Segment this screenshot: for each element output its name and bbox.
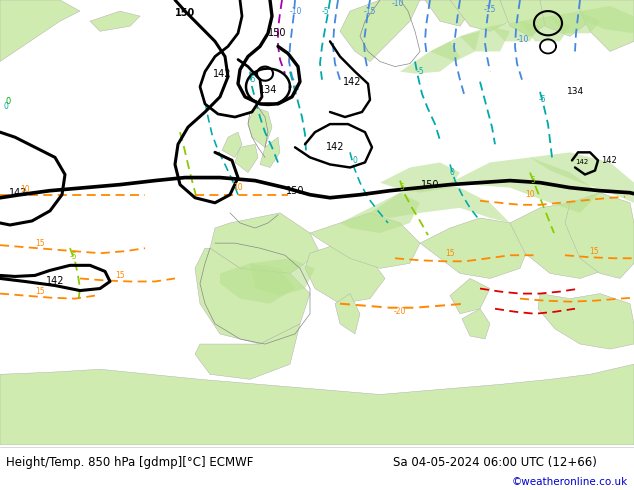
Text: -5: -5: [69, 252, 77, 261]
Polygon shape: [400, 41, 460, 74]
Polygon shape: [565, 193, 634, 278]
Polygon shape: [370, 183, 510, 223]
Text: 15: 15: [36, 287, 45, 296]
Polygon shape: [430, 31, 480, 62]
Polygon shape: [550, 11, 600, 33]
Polygon shape: [420, 218, 530, 278]
Polygon shape: [520, 16, 570, 41]
Polygon shape: [538, 294, 634, 349]
Polygon shape: [490, 21, 540, 41]
Text: -10: -10: [517, 35, 529, 44]
Polygon shape: [580, 6, 634, 33]
Polygon shape: [450, 157, 600, 213]
Text: 150: 150: [175, 8, 195, 18]
Polygon shape: [310, 213, 420, 269]
Polygon shape: [250, 258, 315, 295]
Polygon shape: [222, 132, 242, 157]
Text: 5: 5: [531, 176, 536, 185]
Text: 142: 142: [326, 142, 344, 152]
Polygon shape: [460, 26, 510, 51]
Polygon shape: [340, 193, 420, 233]
Text: 10: 10: [525, 190, 535, 199]
Text: 10: 10: [20, 185, 30, 194]
Text: 15: 15: [36, 239, 45, 247]
Text: -15: -15: [484, 4, 496, 14]
Text: 142: 142: [213, 69, 231, 79]
Polygon shape: [248, 107, 272, 147]
Text: 142: 142: [576, 159, 588, 166]
Polygon shape: [235, 144, 258, 172]
Polygon shape: [260, 137, 280, 168]
Text: 0: 0: [5, 98, 11, 106]
Text: 15: 15: [445, 249, 455, 258]
Text: -5: -5: [248, 75, 256, 84]
Text: -5: -5: [416, 67, 424, 76]
Polygon shape: [420, 0, 470, 26]
Polygon shape: [0, 0, 80, 62]
Polygon shape: [450, 278, 490, 314]
Polygon shape: [305, 243, 385, 304]
Text: -5: -5: [538, 96, 546, 104]
Polygon shape: [220, 263, 295, 304]
Text: 142: 142: [46, 276, 64, 287]
Polygon shape: [340, 0, 420, 62]
Text: 15: 15: [115, 271, 125, 280]
Polygon shape: [530, 152, 634, 203]
Text: Height/Temp. 850 hPa [gdmp][°C] ECMWF: Height/Temp. 850 hPa [gdmp][°C] ECMWF: [6, 457, 254, 469]
Text: Sa 04-05-2024 06:00 UTC (12+66): Sa 04-05-2024 06:00 UTC (12+66): [393, 457, 597, 469]
Text: 5: 5: [399, 183, 404, 192]
Polygon shape: [510, 203, 620, 278]
Text: 150: 150: [286, 186, 304, 196]
Polygon shape: [210, 213, 320, 273]
Text: -10: -10: [392, 0, 404, 7]
Text: 134: 134: [259, 85, 277, 95]
Polygon shape: [195, 248, 310, 344]
Text: 134: 134: [567, 87, 585, 97]
Polygon shape: [462, 309, 490, 339]
Polygon shape: [195, 324, 300, 379]
Polygon shape: [500, 0, 550, 36]
Text: 0: 0: [353, 156, 358, 165]
Text: 15: 15: [589, 246, 598, 256]
Polygon shape: [335, 294, 360, 334]
Polygon shape: [0, 364, 634, 445]
Text: 10: 10: [233, 183, 243, 192]
Polygon shape: [380, 162, 460, 193]
Polygon shape: [580, 0, 634, 51]
Polygon shape: [450, 0, 510, 31]
Text: 142: 142: [601, 156, 617, 165]
Text: 142: 142: [9, 188, 27, 197]
Text: -15: -15: [364, 6, 376, 16]
Text: 142: 142: [343, 77, 361, 87]
Text: -5: -5: [321, 6, 329, 16]
Text: -20: -20: [394, 307, 406, 316]
Text: 0: 0: [450, 168, 455, 177]
Text: 150: 150: [421, 180, 439, 190]
Polygon shape: [540, 0, 590, 36]
Text: ©weatheronline.co.uk: ©weatheronline.co.uk: [512, 477, 628, 487]
Text: 150: 150: [268, 28, 287, 38]
Text: 0: 0: [4, 102, 8, 111]
Polygon shape: [90, 11, 140, 31]
Text: -10: -10: [290, 6, 302, 16]
